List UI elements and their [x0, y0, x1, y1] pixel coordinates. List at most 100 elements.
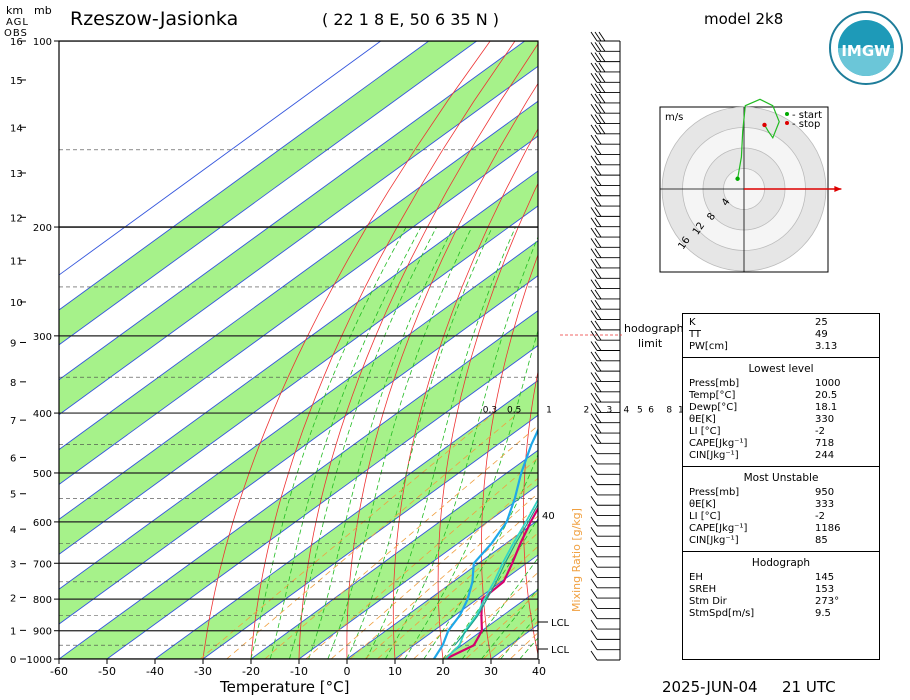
hodo-value: 9.5	[815, 608, 831, 619]
wind-barb-feather	[590, 320, 598, 331]
grid-lines	[59, 41, 910, 672]
unstable-value: 85	[815, 535, 828, 546]
wind-barb-feather	[590, 372, 598, 382]
lowest-value: 718	[815, 438, 835, 449]
wind-barb-feather	[590, 650, 598, 661]
p-tick-label: 700	[33, 559, 52, 570]
left-unit-mb: mb	[34, 4, 52, 17]
wind-barb-feather	[594, 42, 602, 52]
mixing-ratio-label: 0.3	[483, 405, 497, 415]
wind-barb-feather	[594, 52, 602, 62]
unstable-key: CIN[Jkg⁻¹]	[689, 535, 739, 546]
legend-start-dot	[785, 112, 789, 116]
p-tick-label: 1000	[27, 655, 52, 666]
wind-barb-feather	[594, 310, 602, 320]
wind-barb-feather	[594, 361, 602, 372]
mixing-ratio-line	[305, 457, 538, 659]
unstable-row: CAPE[Jkg⁻¹] 1186	[689, 523, 873, 535]
index-value: 25	[815, 317, 828, 328]
wind-barb-feather	[590, 186, 598, 196]
lcl-label: LCL	[551, 618, 570, 629]
lowest-value: -2	[815, 426, 825, 437]
unstable-key: θE[K]	[689, 499, 716, 510]
wind-barb-feather	[594, 196, 602, 207]
hodo-value: 145	[815, 572, 835, 583]
left-caption-agl: AGL	[6, 17, 29, 28]
wind-barb-feather	[598, 73, 606, 83]
hodo-row: SREH 153	[689, 584, 873, 596]
isotherm-line	[59, 65, 538, 416]
wind-barb-feather	[590, 124, 598, 135]
km-tick-label: 16	[10, 37, 23, 48]
dry-adiabat	[523, 369, 538, 657]
hodo-value: 153	[815, 584, 835, 595]
lowest-row: θE[K] 330	[689, 414, 873, 426]
footer-time: 21 UTC	[782, 678, 836, 696]
lowest-value: 20.5	[815, 390, 838, 401]
isotherm-band	[59, 240, 538, 625]
dry-adiabat	[346, 82, 538, 659]
mixing-ratio-line	[509, 632, 538, 659]
wind-barb-feather	[598, 42, 606, 52]
isotherm-line	[59, 275, 538, 625]
wind-barb-feather	[598, 31, 606, 42]
wind-barb-feather	[590, 310, 598, 320]
wind-barb-feather	[598, 93, 606, 104]
lowest-row: Press[mb] 1000	[689, 378, 873, 390]
wind-barb-feather	[590, 413, 598, 423]
most-unstable-title: Most Unstable	[743, 472, 819, 484]
wind-barb-feather	[598, 83, 606, 93]
wind-barb-feather	[594, 258, 602, 269]
isotherm-line	[394, 554, 538, 659]
mixing-ratio-label: 2	[583, 405, 589, 415]
lowest-row: CAPE[Jkg⁻¹] 718	[689, 438, 873, 450]
hodo-value: 273°	[815, 596, 840, 607]
km-tick-label: 8	[10, 378, 16, 389]
wind-barb-feather	[590, 62, 598, 73]
logo-text: IMGW	[841, 42, 891, 60]
mixing-ratio-line	[330, 477, 538, 659]
wind-barb-feather	[594, 73, 602, 83]
left-caption-obs: OBS	[4, 28, 28, 39]
mixing-ratio-label: 1	[546, 405, 552, 415]
unstable-value: 1186	[815, 523, 841, 534]
p-tick-label: 400	[33, 409, 52, 420]
station-coords: ( 22 1 8 E, 50 6 35 N )	[322, 10, 500, 29]
wind-barb-feather	[590, 269, 598, 279]
wind-barb-feather	[590, 496, 598, 506]
isotherm-line	[106, 344, 538, 659]
index-key: PW[cm]	[689, 341, 728, 352]
unstable-value: 333	[815, 499, 835, 510]
wind-barb-feather	[594, 217, 602, 227]
wind-barb-feather	[594, 207, 602, 217]
wind-barb-feather	[594, 248, 602, 258]
unstable-key: CAPE[Jkg⁻¹]	[689, 523, 748, 534]
wind-barb-feather	[590, 299, 598, 310]
wind-barb-feather	[594, 165, 602, 176]
isotherm-line	[59, 41, 478, 346]
wind-barb-feather	[594, 227, 602, 238]
mixing-ratio-line	[264, 425, 538, 659]
mixing-ratio-label: 4	[623, 405, 629, 415]
isotherm-line	[250, 449, 538, 659]
index-key: K	[689, 317, 696, 328]
wind-barb-feather	[594, 83, 602, 93]
km-tick-label: 0	[10, 655, 16, 666]
wind-barb-feather	[594, 392, 602, 403]
wind-barb-feather	[594, 238, 602, 248]
mixing-ratio-line	[199, 412, 495, 659]
unstable-key: LI [°C]	[689, 511, 721, 522]
isotherm-line	[59, 170, 538, 520]
left-unit-km: km	[6, 4, 24, 17]
dry-adiabat	[298, 43, 538, 659]
wind-barb-feather	[594, 124, 602, 135]
x-tick-label: -50	[98, 665, 116, 678]
dry-adiabat	[250, 41, 516, 659]
wind-barb-feather	[594, 134, 602, 145]
mixing-ratio-label: 6	[648, 405, 654, 415]
sounding-curves	[432, 427, 538, 659]
x-tick-label: -40	[146, 665, 164, 678]
moist-adiabat	[289, 226, 437, 659]
dry-adiabat	[881, 41, 910, 672]
